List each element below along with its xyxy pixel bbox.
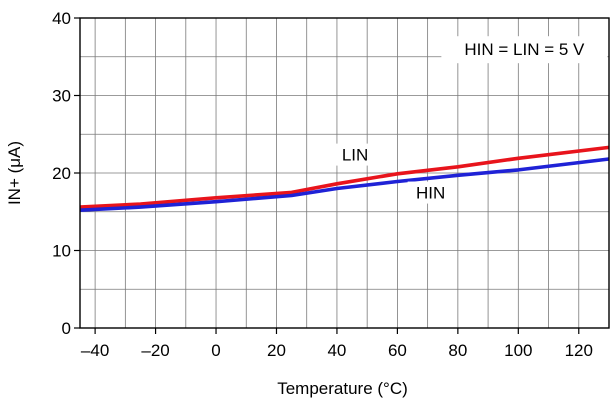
x-tick-label: 120: [565, 341, 593, 360]
grid: [80, 18, 610, 328]
series-label-hin: HIN: [416, 184, 445, 203]
tick-labels: –40 –20 0 20 40 60 80 100 120 0 10 20 30 40: [52, 9, 593, 360]
series-label-lin: LIN: [342, 146, 368, 165]
x-tick-label: 40: [327, 341, 346, 360]
x-tick-label: 0: [211, 341, 220, 360]
series-lines: [79, 145, 610, 212]
annotation-background: [441, 36, 608, 64]
series-line-hin: [79, 157, 610, 212]
y-tick-label: 20: [52, 164, 71, 183]
series-line-lin: [79, 145, 610, 209]
x-tick-label: –40: [81, 341, 109, 360]
x-axis-title: Temperature (°C): [277, 379, 408, 398]
y-axis-title: IN+ (μA): [5, 141, 24, 205]
lin-label-background: [335, 143, 376, 166]
x-tick-label: –20: [141, 341, 169, 360]
x-tick-label: 80: [448, 341, 467, 360]
condition-annotation: HIN = LIN = 5 V: [464, 40, 585, 59]
hin-label-background: [407, 181, 454, 204]
axis-ticks: [74, 17, 580, 334]
x-tick-label: 60: [388, 341, 407, 360]
y-tick-label: 10: [52, 242, 71, 261]
y-tick-label: 30: [52, 87, 71, 106]
y-tick-label: 40: [52, 9, 71, 28]
y-tick-label: 0: [62, 319, 71, 338]
x-tick-label: 100: [504, 341, 532, 360]
x-tick-label: 20: [267, 341, 286, 360]
